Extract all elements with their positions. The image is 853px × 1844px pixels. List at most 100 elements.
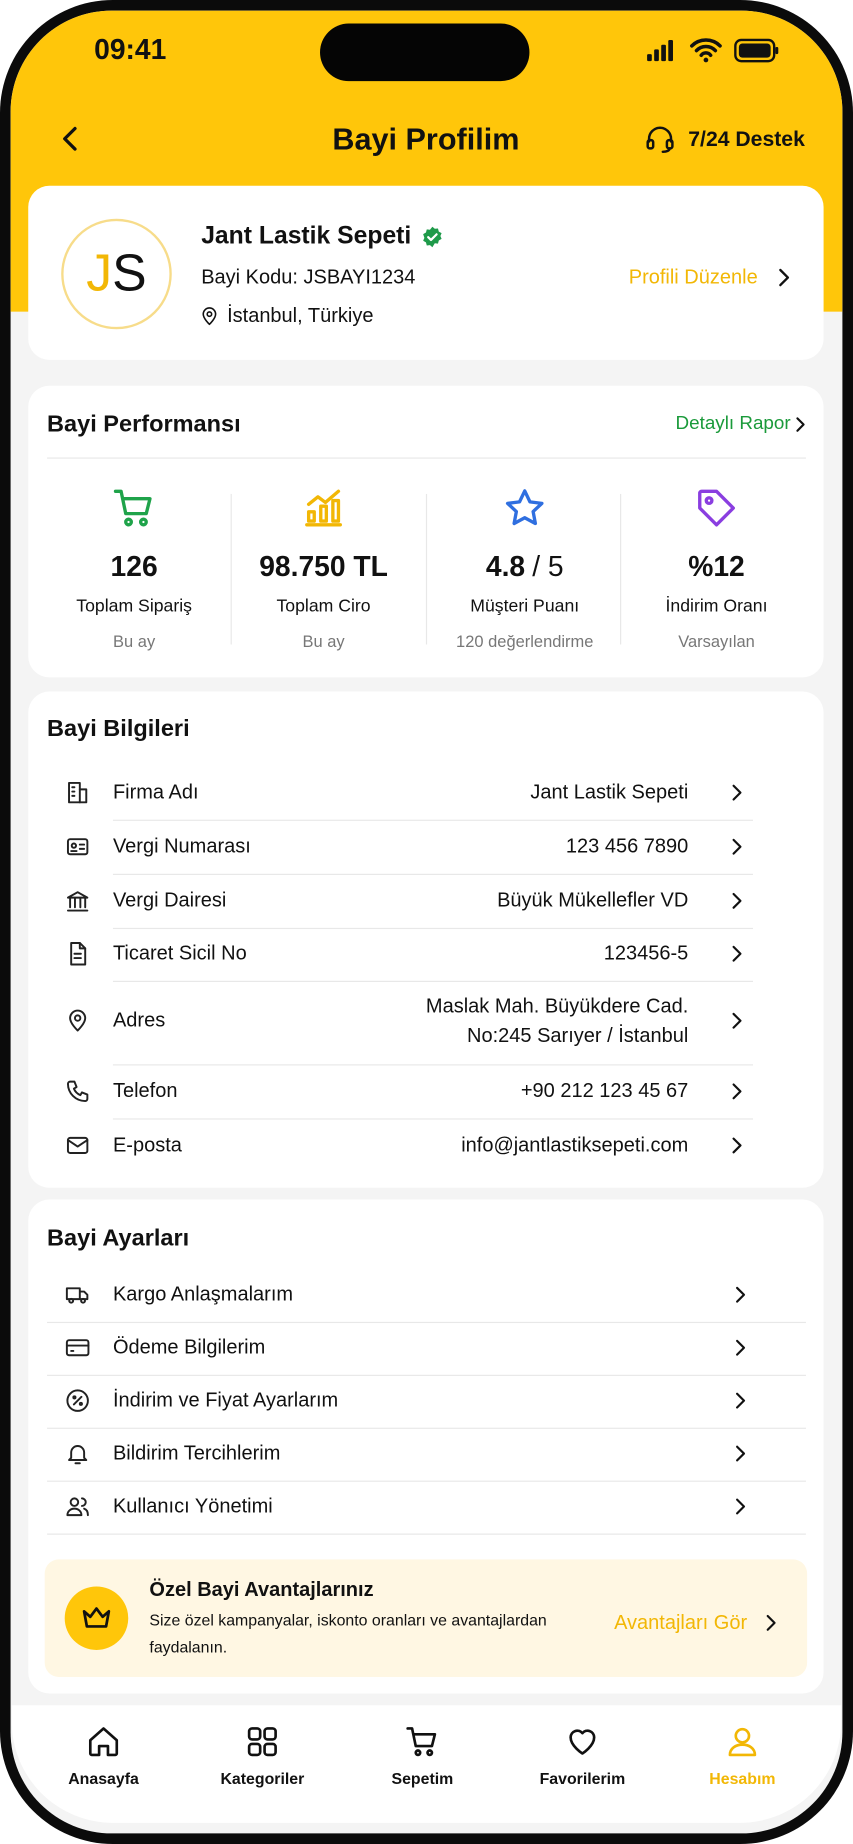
row-chevron[interactable] [725, 1134, 749, 1158]
divider [47, 1374, 806, 1376]
status-icons [647, 38, 779, 63]
row-value: 123 456 7890 [565, 834, 689, 858]
bottom-nav [11, 1705, 842, 1823]
row-label: Vergi Dairesi [112, 889, 227, 912]
row-label: Bildirim Tercihlerim [112, 1441, 281, 1465]
stat-icon [112, 486, 157, 531]
row-icon [65, 780, 91, 806]
promo-description: faydalanın. [149, 1638, 228, 1656]
row-chevron[interactable] [725, 1009, 749, 1033]
stat-label: Toplam Sipariş [76, 596, 192, 617]
promo-link[interactable]: Avantajları Gör [614, 1611, 748, 1634]
status-time: 09:41 [94, 34, 167, 66]
row-icon [65, 1335, 91, 1361]
row-value: info@jantlastiksepeti.com [461, 1133, 689, 1157]
stat-note: 120 değerlendirme [456, 631, 594, 651]
row-icon [65, 1008, 91, 1034]
promo-description: Size özel kampanyalar, iskonto oranları … [149, 1611, 547, 1629]
stat-number: 4.8 [485, 551, 526, 584]
edit-profile-chevron[interactable] [771, 265, 797, 291]
nav-label[interactable]: Kategoriler [220, 1769, 305, 1788]
dealer-location: İstanbul, Türkiye [227, 304, 374, 327]
divider [47, 1480, 806, 1482]
nav-label[interactable]: Anasayfa [68, 1769, 139, 1788]
row-chevron[interactable] [725, 1080, 749, 1104]
row-chevron[interactable] [725, 889, 749, 913]
nav-label[interactable]: Hesabım [709, 1769, 776, 1788]
stat-note: Bu ay [113, 631, 156, 651]
report-chevron[interactable] [789, 414, 810, 435]
report-link[interactable]: Detaylı Rapor [675, 413, 791, 434]
stat-number: 126 [110, 551, 158, 584]
nav-icon[interactable] [86, 1724, 121, 1759]
row-chevron[interactable] [728, 1283, 752, 1307]
page-title: Bayi Profilim [332, 121, 520, 157]
divider [112, 980, 753, 982]
nav-icon[interactable] [245, 1724, 280, 1759]
stat-number: 98.750 TL [259, 551, 388, 584]
row-label: Firma Adı [112, 780, 199, 804]
stat-note: Bu ay [302, 631, 345, 651]
divider [112, 1118, 753, 1120]
support-link[interactable]: 7/24 Destek [688, 127, 805, 151]
row-chevron[interactable] [728, 1336, 752, 1360]
row-chevron[interactable] [725, 942, 749, 966]
row-icon [65, 834, 91, 860]
stat-label: Müşteri Puanı [470, 596, 580, 617]
row-chevron[interactable] [728, 1495, 752, 1519]
stat-icon [301, 486, 346, 531]
nav-icon[interactable] [725, 1724, 760, 1759]
dealer-code: Bayi Kodu: JSBAYI1234 [201, 265, 416, 289]
stat-suffix: / 5 [532, 551, 564, 584]
nav-icon[interactable] [405, 1724, 440, 1759]
promo-chevron[interactable] [759, 1611, 783, 1635]
divider [47, 457, 806, 459]
row-label: Kullanıcı Yönetimi [112, 1494, 273, 1518]
stat-value: 4.8/ 5 [407, 549, 642, 587]
row-label: Ticaret Sicil No [112, 941, 247, 965]
section-title: Bayi Ayarları [47, 1225, 190, 1252]
nav-label[interactable]: Sepetim [391, 1769, 454, 1788]
row-label: İndirim ve Fiyat Ayarlarım [112, 1388, 339, 1412]
row-value: 123456-5 [603, 941, 689, 965]
edit-profile-link[interactable]: Profili Düzenle [628, 265, 758, 289]
promo-banner [44, 1559, 808, 1678]
back-button[interactable] [53, 121, 88, 156]
row-label: Adres [112, 1009, 166, 1032]
stat-number: %12 [688, 551, 745, 584]
row-chevron[interactable] [725, 835, 749, 859]
divider [112, 1064, 753, 1066]
promo-crown [80, 1602, 113, 1635]
support-icon[interactable] [644, 122, 677, 155]
nav-icon[interactable] [565, 1724, 600, 1759]
row-label: Ödeme Bilgilerim [112, 1335, 266, 1359]
stat-value: 98.750 TL [206, 549, 441, 587]
row-icon [65, 888, 91, 914]
avatar-initial: J [86, 244, 113, 303]
row-value: Maslak Mah. Büyükdere Cad. [425, 994, 689, 1017]
row-icon [65, 1441, 91, 1467]
row-chevron[interactable] [728, 1389, 752, 1413]
row-chevron[interactable] [728, 1442, 752, 1466]
dealer-name: Jant Lastik Sepeti [201, 222, 412, 250]
section-title: Bayi Performansı [47, 411, 241, 438]
stat-value: %12 [599, 549, 834, 587]
verified-badge [421, 226, 443, 248]
dealer-info-card [28, 691, 824, 1188]
row-label: Vergi Numarası [112, 834, 251, 858]
row-label: E-posta [112, 1133, 182, 1157]
stat-divider [620, 493, 622, 645]
stat-value: 126 [16, 549, 251, 587]
row-value: +90 212 123 45 67 [520, 1079, 689, 1102]
row-label: Telefon [112, 1079, 178, 1102]
stat-note: Varsayılan [678, 631, 755, 651]
nav-label[interactable]: Favorilerim [539, 1769, 626, 1788]
divider [112, 873, 753, 875]
avatar: JS [61, 218, 172, 330]
row-label: Kargo Anlaşmalarım [112, 1283, 294, 1306]
stat-divider [230, 493, 232, 645]
section-title: Bayi Bilgileri [47, 716, 190, 743]
row-chevron[interactable] [725, 781, 749, 805]
stat-icon [694, 486, 739, 531]
